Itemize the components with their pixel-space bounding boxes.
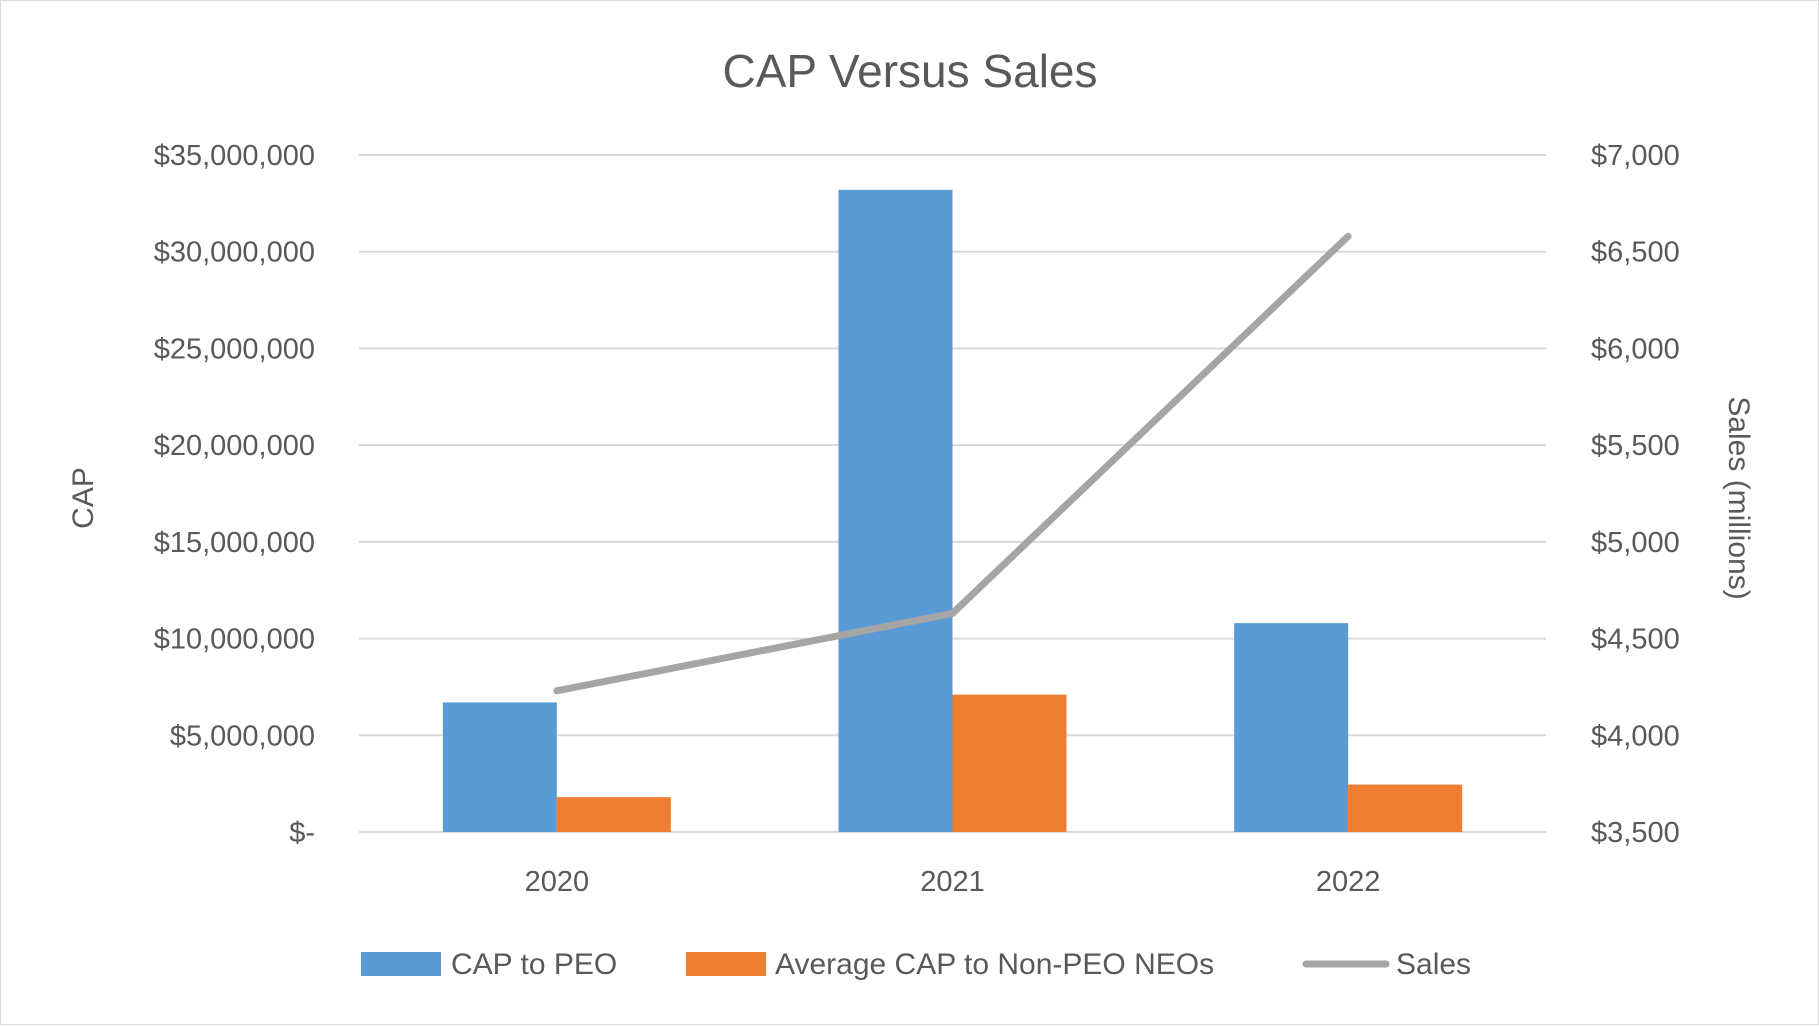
left-axis-title: CAP [67, 467, 100, 529]
left-tick-label: $25,000,000 [154, 333, 315, 365]
bar-average-cap-to-non-peo-neos-2020 [556, 797, 671, 832]
bar-cap-to-peo-2022 [1234, 623, 1349, 832]
left-tick-label: $15,000,000 [154, 527, 315, 559]
sales-point [1345, 233, 1352, 240]
chart-title: CAP Versus Sales [722, 45, 1097, 97]
bar-average-cap-to-non-peo-neos-2022 [1348, 784, 1463, 832]
sales-point [949, 610, 956, 617]
right-tick-label: $7,000 [1591, 140, 1680, 172]
legend: CAP to PEO Average CAP to Non-PEO NEOs Sal… [361, 948, 1471, 981]
legend-swatch [686, 952, 766, 976]
left-tick-label: $20,000,000 [154, 430, 315, 462]
right-tick-label: $5,000 [1591, 527, 1680, 559]
bar-cap-to-peo-2020 [442, 702, 557, 832]
x-tick-label: 2022 [1316, 866, 1381, 898]
legend-label: Sales [1396, 948, 1471, 981]
right-axis-title: Sales (millions) [1722, 396, 1755, 599]
left-tick-label: $10,000,000 [154, 624, 315, 656]
left-tick-label: $30,000,000 [154, 237, 315, 269]
x-tick-label: 2020 [525, 866, 590, 898]
left-tick-label: $35,000,000 [154, 140, 315, 172]
right-tick-label: $6,500 [1591, 237, 1680, 269]
bar-cap-to-peo-2021 [838, 189, 953, 832]
x-tick-label: 2021 [920, 866, 985, 898]
sales-point [553, 687, 560, 694]
right-tick-label: $4,000 [1591, 720, 1680, 752]
right-tick-label: $3,500 [1591, 817, 1680, 849]
right-axis-ticks: $3,500 $4,000 $4,500 $5,000 $5,500 $6,000 $6,5… [1591, 140, 1680, 849]
bars [442, 189, 1463, 832]
left-tick-label: $- [289, 817, 315, 849]
sales-line-group [553, 232, 1352, 695]
left-tick-label: $5,000,000 [170, 720, 315, 752]
legend-swatch [361, 952, 441, 976]
x-axis-ticks: 2020 2021 2022 [525, 866, 1381, 898]
legend-label: Average CAP to Non-PEO NEOs [775, 948, 1214, 981]
legend-label: CAP to PEO [451, 948, 617, 981]
left-axis-ticks: $- $5,000,000 $10,000,000 $15,000,000 $20,00… [154, 140, 315, 849]
right-tick-label: $6,000 [1591, 333, 1680, 365]
bar-average-cap-to-non-peo-neos-2021 [952, 694, 1067, 832]
right-tick-label: $4,500 [1591, 624, 1680, 656]
right-tick-label: $5,500 [1591, 430, 1680, 462]
